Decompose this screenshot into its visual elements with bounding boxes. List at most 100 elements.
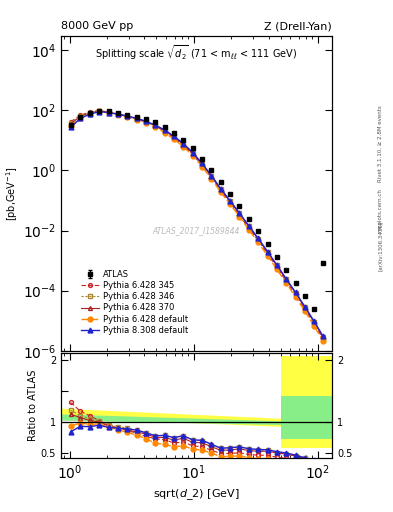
Pythia 6.428 345 bbox=[190, 152, 195, 158]
Pythia 8.308 default bbox=[293, 289, 298, 295]
Pythia 6.428 346 bbox=[97, 108, 101, 114]
Pythia 6.428 370 bbox=[237, 211, 242, 217]
Pythia 8.308 default bbox=[97, 109, 101, 115]
Text: 8000 GeV pp: 8000 GeV pp bbox=[61, 21, 133, 31]
Pythia 6.428 345 bbox=[106, 109, 111, 115]
Pythia 8.308 default bbox=[284, 276, 288, 282]
Pythia 6.428 370 bbox=[87, 110, 92, 116]
Pythia 8.308 default bbox=[68, 124, 73, 131]
Pythia 6.428 default bbox=[87, 111, 92, 117]
Pythia 6.428 default bbox=[321, 338, 325, 344]
Pythia 6.428 346 bbox=[87, 110, 92, 116]
Text: ATLAS_2017_I1589844: ATLAS_2017_I1589844 bbox=[153, 227, 240, 236]
Pythia 6.428 default bbox=[265, 252, 270, 259]
Pythia 6.428 346 bbox=[284, 276, 288, 282]
Pythia 6.428 370 bbox=[321, 334, 325, 340]
Pythia 6.428 default bbox=[116, 112, 120, 118]
Pythia 6.428 345 bbox=[246, 225, 251, 231]
Pythia 6.428 345 bbox=[237, 212, 242, 219]
Pythia 6.428 346 bbox=[265, 249, 270, 255]
Pythia 8.308 default bbox=[106, 110, 111, 116]
Pythia 6.428 346 bbox=[68, 120, 73, 126]
Pythia 6.428 346 bbox=[106, 109, 111, 115]
Pythia 6.428 346 bbox=[181, 140, 186, 146]
Pythia 8.308 default bbox=[190, 150, 195, 156]
Pythia 6.428 default bbox=[172, 136, 176, 142]
Pythia 6.428 default bbox=[246, 226, 251, 232]
Pythia 8.308 default bbox=[87, 111, 92, 117]
Pythia 8.308 default bbox=[265, 248, 270, 254]
Pythia 6.428 default bbox=[303, 308, 307, 314]
Pythia 8.308 default bbox=[125, 113, 130, 119]
Pythia 6.428 default bbox=[162, 130, 167, 136]
Pythia 6.428 345 bbox=[303, 306, 307, 312]
Pythia 6.428 346 bbox=[78, 113, 83, 119]
Pythia 6.428 345 bbox=[144, 119, 149, 125]
Pythia 8.308 default bbox=[134, 115, 139, 121]
Pythia 6.428 370 bbox=[274, 263, 279, 269]
Pythia 6.428 345 bbox=[125, 114, 130, 120]
Pythia 6.428 370 bbox=[209, 173, 214, 179]
Pythia 8.308 default bbox=[237, 210, 242, 216]
Pythia 6.428 default bbox=[181, 143, 186, 150]
Pythia 6.428 346 bbox=[153, 122, 158, 128]
Pythia 6.428 370 bbox=[106, 109, 111, 115]
Pythia 6.428 346 bbox=[209, 173, 214, 179]
Pythia 6.428 346 bbox=[144, 118, 149, 124]
Pythia 6.428 345 bbox=[68, 119, 73, 125]
Pythia 6.428 370 bbox=[125, 113, 130, 119]
Pythia 6.428 default bbox=[237, 214, 242, 220]
Text: Rivet 3.1.10, ≥ 2.8M events: Rivet 3.1.10, ≥ 2.8M events bbox=[378, 105, 383, 182]
Pythia 6.428 370 bbox=[162, 127, 167, 134]
Pythia 6.428 default bbox=[153, 124, 158, 131]
Y-axis label: $\frac{d\sigma}{d\mathrm{sqrt}(d\_2)}$
[pb,GeV$^{-1}$]: $\frac{d\sigma}{d\mathrm{sqrt}(d\_2)}$ [… bbox=[0, 166, 20, 221]
Y-axis label: Ratio to ATLAS: Ratio to ATLAS bbox=[28, 370, 38, 441]
Pythia 6.428 370 bbox=[181, 141, 186, 147]
Pythia 8.308 default bbox=[144, 118, 149, 124]
Pythia 8.308 default bbox=[209, 173, 214, 179]
Pythia 8.308 default bbox=[172, 133, 176, 139]
Pythia 6.428 370 bbox=[144, 119, 149, 125]
Line: Pythia 6.428 345: Pythia 6.428 345 bbox=[69, 109, 325, 341]
Pythia 6.428 345 bbox=[209, 175, 214, 181]
Line: Pythia 6.428 346: Pythia 6.428 346 bbox=[69, 109, 325, 339]
Pythia 6.428 370 bbox=[256, 236, 261, 242]
Pythia 6.428 370 bbox=[293, 290, 298, 296]
Pythia 6.428 345 bbox=[284, 278, 288, 284]
Pythia 6.428 370 bbox=[153, 122, 158, 129]
Pythia 6.428 default bbox=[228, 201, 233, 207]
Pythia 6.428 345 bbox=[97, 108, 101, 114]
Pythia 6.428 345 bbox=[162, 128, 167, 134]
Pythia 6.428 345 bbox=[321, 336, 325, 342]
Pythia 8.308 default bbox=[246, 223, 251, 229]
Pythia 8.308 default bbox=[116, 111, 120, 117]
Pythia 6.428 346 bbox=[228, 198, 233, 204]
Pythia 6.428 345 bbox=[219, 188, 223, 194]
Pythia 6.428 default bbox=[219, 189, 223, 195]
Pythia 6.428 345 bbox=[200, 162, 204, 168]
Pythia 6.428 370 bbox=[228, 199, 233, 205]
Pythia 6.428 346 bbox=[116, 111, 120, 117]
Pythia 6.428 370 bbox=[200, 161, 204, 167]
Pythia 8.308 default bbox=[200, 160, 204, 166]
Pythia 6.428 346 bbox=[134, 115, 139, 121]
Text: [arXiv:1306.3436]: [arXiv:1306.3436] bbox=[378, 221, 383, 271]
Pythia 8.308 default bbox=[162, 127, 167, 133]
Pythia 6.428 346 bbox=[237, 210, 242, 216]
Pythia 6.428 default bbox=[209, 176, 214, 182]
Pythia 6.428 default bbox=[106, 110, 111, 116]
Pythia 8.308 default bbox=[219, 186, 223, 192]
Pythia 6.428 345 bbox=[116, 111, 120, 117]
Pythia 6.428 346 bbox=[321, 334, 325, 340]
Pythia 6.428 370 bbox=[265, 249, 270, 255]
Pythia 6.428 default bbox=[68, 123, 73, 129]
Pythia 8.308 default bbox=[153, 122, 158, 128]
Pythia 6.428 default bbox=[190, 153, 195, 159]
Pythia 6.428 370 bbox=[172, 134, 176, 140]
Text: Z (Drell-Yan): Z (Drell-Yan) bbox=[264, 21, 332, 31]
Pythia 6.428 346 bbox=[256, 236, 261, 242]
Pythia 6.428 370 bbox=[303, 304, 307, 310]
Pythia 6.428 346 bbox=[172, 133, 176, 139]
Pythia 6.428 345 bbox=[293, 292, 298, 298]
Pythia 6.428 345 bbox=[312, 321, 316, 327]
